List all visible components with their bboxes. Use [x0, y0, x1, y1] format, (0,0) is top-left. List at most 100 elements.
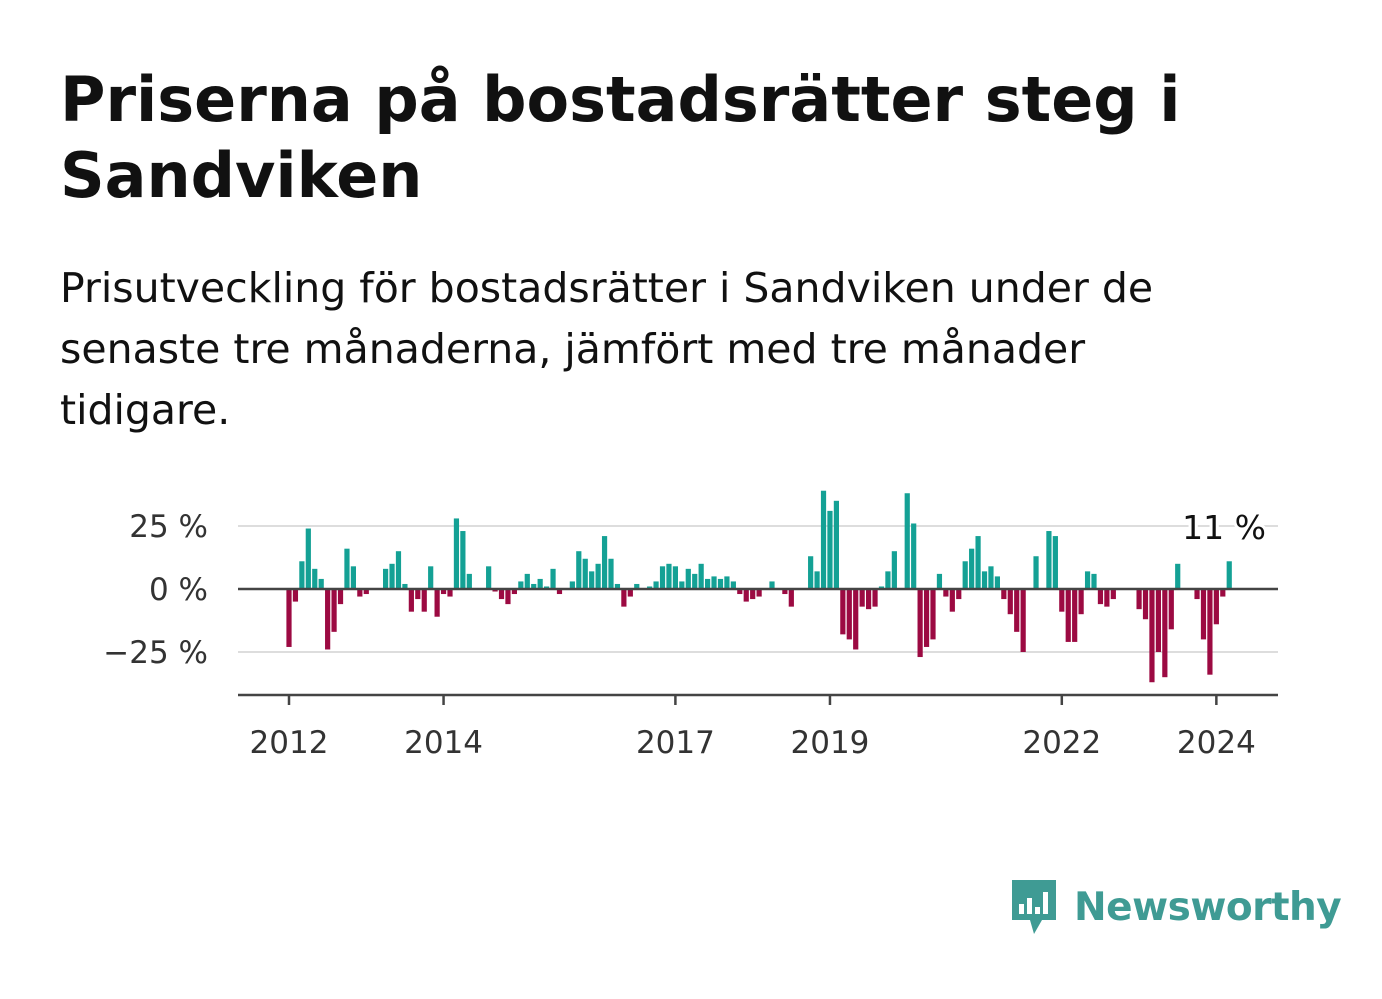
bar	[434, 589, 440, 617]
x-tick-label: 2019	[791, 725, 870, 761]
bar	[383, 568, 389, 589]
bar	[666, 563, 672, 589]
x-tick-label: 2017	[636, 725, 715, 761]
bar	[305, 528, 311, 589]
bar	[556, 589, 563, 595]
bar	[981, 571, 988, 589]
bar	[840, 589, 846, 635]
bar	[1168, 589, 1174, 630]
bar	[717, 578, 724, 589]
bar	[679, 581, 685, 589]
bar	[930, 589, 936, 640]
axis-labels: 25 % 0 % −25 % 2012 2014 2017 2019 2022 2024 11 %	[103, 505, 1269, 761]
bar	[917, 589, 923, 658]
bar	[492, 589, 498, 592]
bar	[782, 589, 788, 595]
bar	[634, 583, 640, 589]
bar	[1014, 589, 1020, 632]
bar	[460, 531, 466, 589]
bar	[312, 568, 318, 589]
bar	[685, 568, 691, 589]
bar	[1007, 589, 1013, 615]
bar	[692, 573, 698, 589]
bar	[608, 558, 614, 589]
bar	[402, 583, 408, 589]
bar	[389, 563, 395, 589]
bar	[975, 536, 981, 589]
bar	[923, 589, 930, 647]
bar	[299, 561, 305, 589]
bar	[1078, 589, 1084, 615]
bar	[292, 589, 299, 602]
page-subtitle: Prisutveckling för bostadsrätter i Sandv…	[60, 264, 1154, 434]
bar	[788, 589, 794, 607]
bar	[820, 490, 827, 589]
bar	[505, 589, 511, 605]
bar	[453, 518, 460, 589]
y-tick-label: −25 %	[103, 635, 208, 671]
bar	[511, 589, 517, 595]
bar	[943, 589, 949, 597]
bar	[743, 589, 749, 602]
bar	[1162, 589, 1168, 678]
bar	[737, 589, 743, 595]
bar	[724, 576, 730, 589]
bar	[808, 556, 814, 589]
bar	[1059, 589, 1065, 612]
bar-chart: 25 % 0 % −25 % 2012 2014 2017 2019 2022 2024 11 %	[103, 490, 1278, 761]
bar	[524, 573, 530, 589]
bar	[878, 586, 885, 589]
bar	[750, 589, 756, 600]
bars	[286, 490, 1232, 683]
bar	[659, 566, 666, 589]
bar	[988, 566, 994, 589]
grid-lines	[238, 525, 1278, 653]
bar	[1220, 589, 1226, 597]
bar	[595, 563, 601, 589]
bar	[576, 551, 582, 589]
bar	[1213, 589, 1219, 625]
bar	[614, 583, 621, 589]
bar	[1207, 589, 1213, 675]
bar	[1175, 563, 1181, 589]
page-title: Priserna på bostadsrätter steg i Sandvik…	[60, 63, 1181, 212]
bar	[949, 589, 955, 612]
bar	[1084, 571, 1091, 589]
bar	[518, 581, 524, 589]
axes	[238, 587, 1278, 705]
bar	[357, 589, 363, 597]
bar	[705, 578, 711, 589]
bar	[647, 586, 653, 589]
bar	[911, 523, 917, 589]
bar	[1149, 589, 1155, 683]
bar	[833, 500, 839, 589]
bar	[550, 568, 556, 589]
bar	[1110, 589, 1116, 600]
bar	[1194, 589, 1200, 600]
bar	[730, 581, 736, 589]
bar	[337, 589, 344, 605]
bar	[1052, 536, 1058, 589]
bar	[904, 493, 910, 589]
bar	[325, 589, 331, 650]
x-tick-label: 2024	[1177, 725, 1256, 761]
bar	[1091, 573, 1097, 589]
bar	[1155, 589, 1161, 652]
bar	[1072, 589, 1078, 642]
bar	[582, 558, 588, 589]
bar	[769, 581, 775, 589]
bar	[1033, 556, 1039, 589]
bar	[1097, 589, 1104, 605]
bar	[1136, 589, 1142, 610]
bar	[286, 589, 292, 647]
bar	[531, 583, 537, 589]
bar	[827, 510, 833, 589]
y-tick-label: 25 %	[129, 509, 208, 545]
bar	[318, 578, 324, 589]
bar	[956, 589, 962, 600]
bar	[569, 581, 575, 589]
bar	[853, 589, 859, 650]
bar	[814, 571, 820, 589]
bar	[344, 548, 350, 589]
bar	[1046, 531, 1052, 589]
